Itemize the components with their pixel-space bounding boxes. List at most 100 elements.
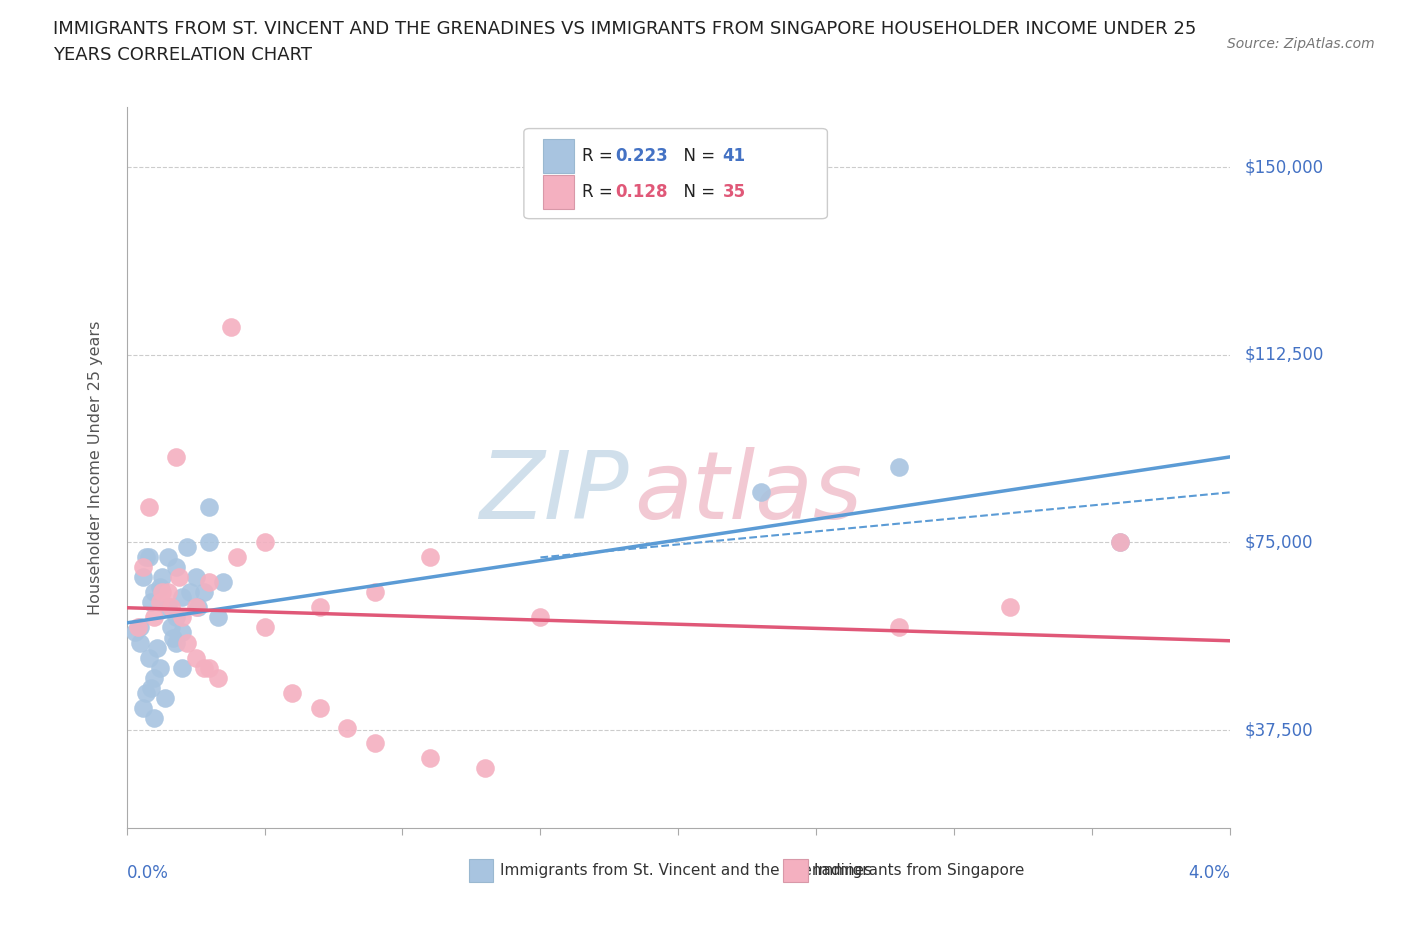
Point xyxy=(124,625,146,640)
Text: R =: R = xyxy=(582,147,619,165)
Point xyxy=(207,610,229,625)
Point xyxy=(167,570,190,585)
Point xyxy=(170,660,193,675)
Point xyxy=(1108,535,1130,550)
Y-axis label: Householder Income Under 25 years: Householder Income Under 25 years xyxy=(89,320,103,615)
Text: R =: R = xyxy=(582,183,619,201)
Point xyxy=(212,575,235,590)
Point xyxy=(156,600,179,615)
Point xyxy=(138,650,160,665)
Point xyxy=(364,585,387,600)
Point xyxy=(165,610,187,625)
Point xyxy=(198,535,221,550)
Point xyxy=(184,570,207,585)
Point xyxy=(159,600,181,615)
Point xyxy=(152,585,174,600)
Point xyxy=(281,685,304,700)
Point xyxy=(138,550,160,565)
Point xyxy=(187,600,209,615)
Point xyxy=(998,600,1021,615)
Point xyxy=(162,630,184,644)
Point xyxy=(749,485,772,499)
Text: ZIP: ZIP xyxy=(479,447,628,538)
Bar xyxy=(468,858,494,882)
Point xyxy=(159,620,181,635)
Point xyxy=(207,671,229,685)
Point xyxy=(165,560,187,575)
Point xyxy=(221,320,243,335)
Point xyxy=(184,650,207,665)
Point xyxy=(152,570,174,585)
Point xyxy=(225,550,249,565)
Point xyxy=(253,535,276,550)
Text: N =: N = xyxy=(673,147,720,165)
Bar xyxy=(543,139,574,173)
Point xyxy=(253,620,276,635)
Point xyxy=(127,620,149,635)
Point xyxy=(165,450,187,465)
Point xyxy=(132,570,155,585)
Text: 0.223: 0.223 xyxy=(616,147,668,165)
Point xyxy=(308,600,330,615)
Point xyxy=(135,685,157,700)
Point xyxy=(308,700,330,715)
Point xyxy=(165,635,187,650)
Point xyxy=(132,560,155,575)
Point xyxy=(419,751,441,765)
Point xyxy=(146,640,169,655)
Point xyxy=(1108,535,1130,550)
Point xyxy=(198,500,221,515)
Point xyxy=(135,550,157,565)
Text: $150,000: $150,000 xyxy=(1244,158,1323,176)
FancyBboxPatch shape xyxy=(524,128,827,219)
Text: Immigrants from Singapore: Immigrants from Singapore xyxy=(814,863,1025,878)
Point xyxy=(129,620,152,635)
Point xyxy=(176,635,198,650)
Point xyxy=(198,575,221,590)
Text: Source: ZipAtlas.com: Source: ZipAtlas.com xyxy=(1227,37,1375,51)
Point xyxy=(143,711,166,725)
Point xyxy=(474,760,496,775)
Text: Immigrants from St. Vincent and the Grenadines: Immigrants from St. Vincent and the Gren… xyxy=(499,863,872,878)
Point xyxy=(170,590,193,604)
Point xyxy=(156,585,179,600)
Point xyxy=(419,550,441,565)
Text: $112,500: $112,500 xyxy=(1244,346,1324,364)
Point xyxy=(149,580,172,595)
Text: 41: 41 xyxy=(723,147,745,165)
Point xyxy=(364,736,387,751)
Text: $75,000: $75,000 xyxy=(1244,534,1313,551)
Text: 0.0%: 0.0% xyxy=(127,864,169,882)
Point xyxy=(153,690,176,705)
Point xyxy=(149,595,172,610)
Point xyxy=(143,585,166,600)
Point xyxy=(170,610,193,625)
Point xyxy=(529,610,551,625)
Point xyxy=(129,635,152,650)
Point xyxy=(141,680,163,695)
Point xyxy=(889,460,911,474)
Text: atlas: atlas xyxy=(634,447,862,538)
Point xyxy=(141,595,163,610)
Point xyxy=(198,660,221,675)
Point xyxy=(193,660,215,675)
Point xyxy=(170,625,193,640)
Point xyxy=(193,585,215,600)
Point xyxy=(138,500,160,515)
Point xyxy=(336,720,359,735)
Text: IMMIGRANTS FROM ST. VINCENT AND THE GRENADINES VS IMMIGRANTS FROM SINGAPORE HOUS: IMMIGRANTS FROM ST. VINCENT AND THE GREN… xyxy=(53,20,1197,38)
Point xyxy=(149,660,172,675)
Text: YEARS CORRELATION CHART: YEARS CORRELATION CHART xyxy=(53,46,312,63)
Point xyxy=(179,585,201,600)
Text: 0.128: 0.128 xyxy=(616,183,668,201)
Point xyxy=(889,620,911,635)
Point xyxy=(132,700,155,715)
Text: 4.0%: 4.0% xyxy=(1188,864,1230,882)
Text: $37,500: $37,500 xyxy=(1244,721,1313,739)
Bar xyxy=(783,858,807,882)
Point xyxy=(184,600,207,615)
Bar xyxy=(543,175,574,209)
Point xyxy=(176,540,198,555)
Text: N =: N = xyxy=(673,183,720,201)
Point xyxy=(156,550,179,565)
